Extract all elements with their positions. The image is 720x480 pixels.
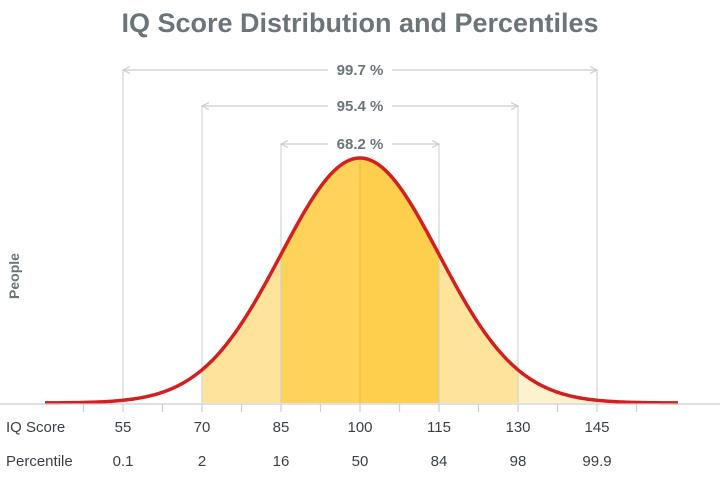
row-1-value-6: 99.9: [582, 453, 611, 470]
distribution-curve: [44, 156, 679, 405]
band-label-1: 95.4 %: [337, 98, 384, 115]
fill-region-4: [518, 369, 597, 403]
row-1-value-4: 84: [431, 453, 448, 470]
band-label-bg-1: [328, 95, 392, 113]
row-1-value-0: 0.1: [113, 453, 134, 470]
row-0-value-3: 100: [347, 419, 372, 436]
band-guides: 68.2 % 95.4 % 99.7 %: [121, 59, 599, 403]
row-0-value-6: 145: [584, 419, 609, 436]
band-arrow-left-2: [121, 65, 131, 75]
band-arrow-left-1: [200, 101, 210, 111]
band-arrow-left-0: [279, 139, 289, 149]
value-rows: IQ Score 55 70 85 100 115 130 145 Percentile 0.1 2…: [6, 419, 612, 470]
row-1-value-3: 50: [352, 453, 369, 470]
row-label-1: Percentile: [6, 453, 73, 470]
band-arrow-right-0: [431, 139, 441, 149]
fill-region-1: [281, 158, 360, 403]
band-label-2: 99.7 %: [337, 62, 384, 79]
row-1-value-5: 98: [510, 453, 527, 470]
y-axis-label: People: [6, 253, 22, 299]
band-label-bg-2: [328, 59, 392, 77]
row-0-value-1: 70: [194, 419, 211, 436]
row-0-value-2: 85: [273, 419, 290, 436]
band-arrow-right-1: [510, 101, 520, 111]
band-label-bg-0: [328, 133, 392, 151]
fill-regions: [202, 158, 597, 403]
band-label-0: 68.2 %: [337, 136, 384, 153]
row-1-value-1: 2: [198, 453, 206, 470]
fill-region-2: [360, 158, 439, 403]
chart-title: IQ Score Distribution and Percentiles: [121, 8, 598, 38]
row-1-value-2: 16: [273, 453, 290, 470]
band-arrow-right-2: [589, 65, 599, 75]
row-0-value-4: 115: [427, 419, 451, 436]
row-0-value-0: 55: [115, 419, 132, 436]
row-0-value-5: 130: [505, 419, 530, 436]
x-axis-ticks: [82, 404, 638, 412]
row-label-0: IQ Score: [6, 419, 65, 436]
